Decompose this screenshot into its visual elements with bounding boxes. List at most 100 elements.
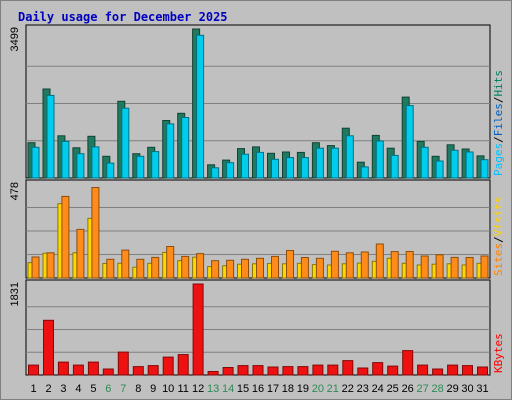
bar-sites-day-3 (61, 195, 70, 279)
legend-entry: Files (492, 103, 505, 136)
bar-kbytes-day-9 (147, 365, 159, 376)
x-tick-label-day-4: 4 (75, 383, 81, 395)
x-tick-label-day-28: 28 (431, 383, 443, 395)
x-tick-label-day-20: 20 (312, 383, 324, 395)
x-tick-label-day-31: 31 (476, 383, 488, 395)
legend-entry: / (492, 97, 505, 104)
bar-kbytes-day-18 (282, 366, 294, 376)
bar-sites-day-26 (405, 251, 414, 279)
bar-kbytes-day-1 (28, 364, 39, 376)
x-tick-label-day-21: 21 (327, 383, 339, 395)
x-tick-label-day-30: 30 (461, 383, 473, 395)
x-tick-label-day-3: 3 (60, 383, 66, 395)
bar-kbytes-day-21 (327, 364, 339, 376)
bar-sites-day-16 (256, 257, 264, 279)
panel-kbytes: 1831 KBytes (9, 279, 505, 376)
x-tick-label-day-7: 7 (120, 383, 126, 395)
bar-sites-day-22 (345, 252, 354, 279)
x-tick-label-day-12: 12 (192, 383, 204, 395)
x-tick-label-day-1: 1 (30, 383, 36, 395)
bar-kbytes-day-16 (252, 365, 264, 376)
y-max-label: 3499 (9, 27, 21, 51)
bar-sites-day-5 (91, 187, 100, 279)
y-max-label: 1831 (9, 282, 21, 306)
bar-sites-day-20 (315, 257, 324, 279)
bar-files-day-12 (196, 34, 205, 179)
bar-files-day-15 (241, 153, 249, 179)
bar-files-day-11 (181, 117, 190, 179)
x-tick-label-day-16: 16 (252, 383, 264, 395)
bar-kbytes-day-25 (387, 365, 399, 376)
bar-files-day-22 (345, 135, 354, 179)
bar-files-day-26 (405, 105, 414, 179)
bar-sites-day-17 (271, 255, 279, 279)
bar-sites-day-7 (121, 249, 130, 279)
bar-kbytes-day-19 (297, 366, 309, 376)
bar-sites-day-30 (465, 257, 474, 279)
legend-pages_files_hits: Pages/Files/Hits (492, 70, 505, 176)
bar-kbytes-day-15 (237, 365, 249, 376)
bar-files-day-10 (166, 123, 175, 179)
legend-entry: Pages (492, 143, 505, 176)
chart-panels: 3499Pages/Files/Hits478Sites/Visits1831K… (9, 24, 505, 376)
bar-sites-day-27 (420, 255, 429, 279)
x-tick-label-day-23: 23 (357, 383, 369, 395)
bar-sites-day-1 (31, 256, 40, 279)
x-tick-label-day-8: 8 (135, 383, 141, 395)
x-tick-label-day-11: 11 (177, 383, 188, 395)
bar-kbytes-day-30 (462, 365, 473, 376)
bar-files-day-4 (76, 153, 85, 179)
legend-entry: Visits (492, 197, 505, 237)
x-tick-label-day-6: 6 (105, 383, 111, 395)
bar-files-day-29 (450, 149, 459, 179)
bar-sites-day-31 (480, 255, 489, 279)
bar-files-day-19 (300, 157, 309, 179)
bar-kbytes-day-6 (102, 368, 114, 376)
x-tick-label-day-2: 2 (45, 383, 51, 395)
bar-kbytes-day-20 (312, 364, 324, 376)
x-tick-label-day-19: 19 (297, 383, 309, 395)
bar-files-day-30 (465, 151, 474, 179)
bar-kbytes-day-3 (57, 361, 69, 376)
x-tick-label-day-24: 24 (372, 383, 384, 395)
bar-files-day-2 (46, 94, 55, 179)
bar-files-day-27 (420, 146, 429, 179)
bar-sites-day-23 (360, 251, 369, 279)
bar-kbytes-day-14 (222, 367, 234, 376)
bar-files-day-23 (360, 166, 369, 179)
panel-frame (25, 279, 491, 376)
bar-files-day-5 (91, 146, 100, 179)
bar-kbytes-day-27 (417, 364, 429, 376)
x-axis-tick-labels: 1 2 3 4 5 6 7 8 9 10 11 12 13 14 15 16 17 18 19 20 21 22 23 24 2… (30, 383, 488, 395)
bar-sites-day-25 (390, 251, 399, 279)
bar-sites-day-6 (106, 258, 115, 279)
bar-sites-day-29 (450, 256, 459, 279)
bar-files-day-7 (121, 107, 130, 179)
bar-sites-day-21 (330, 250, 339, 279)
bar-files-day-13 (211, 167, 220, 179)
bar-files-day-31 (480, 159, 489, 179)
x-tick-label-day-13: 13 (207, 383, 219, 395)
bar-kbytes-day-8 (132, 366, 144, 376)
bar-kbytes-day-23 (357, 367, 369, 376)
y-max-label: 478 (9, 182, 21, 200)
bar-files-day-17 (271, 158, 279, 179)
legend-entry: Sites (492, 243, 505, 276)
chart-title: Daily usage for December 2025 (18, 10, 228, 24)
bar-kbytes-day-22 (342, 360, 354, 376)
x-tick-label-day-5: 5 (90, 383, 96, 395)
bar-kbytes-day-28 (432, 368, 444, 376)
bar-sites-day-24 (375, 243, 384, 279)
x-tick-label-day-9: 9 (150, 383, 156, 395)
bar-kbytes-day-17 (267, 366, 279, 376)
bar-sites-day-14 (226, 259, 235, 279)
bar-sites-day-18 (286, 250, 294, 279)
x-tick-label-day-22: 22 (342, 383, 354, 395)
bar-kbytes-day-26 (402, 350, 414, 376)
bar-files-day-8 (136, 155, 145, 179)
legend-kbytes: KBytes (492, 333, 505, 373)
bar-sites-day-2 (46, 252, 55, 279)
bar-kbytes-day-12 (192, 283, 204, 376)
x-tick-label-day-18: 18 (282, 383, 294, 395)
